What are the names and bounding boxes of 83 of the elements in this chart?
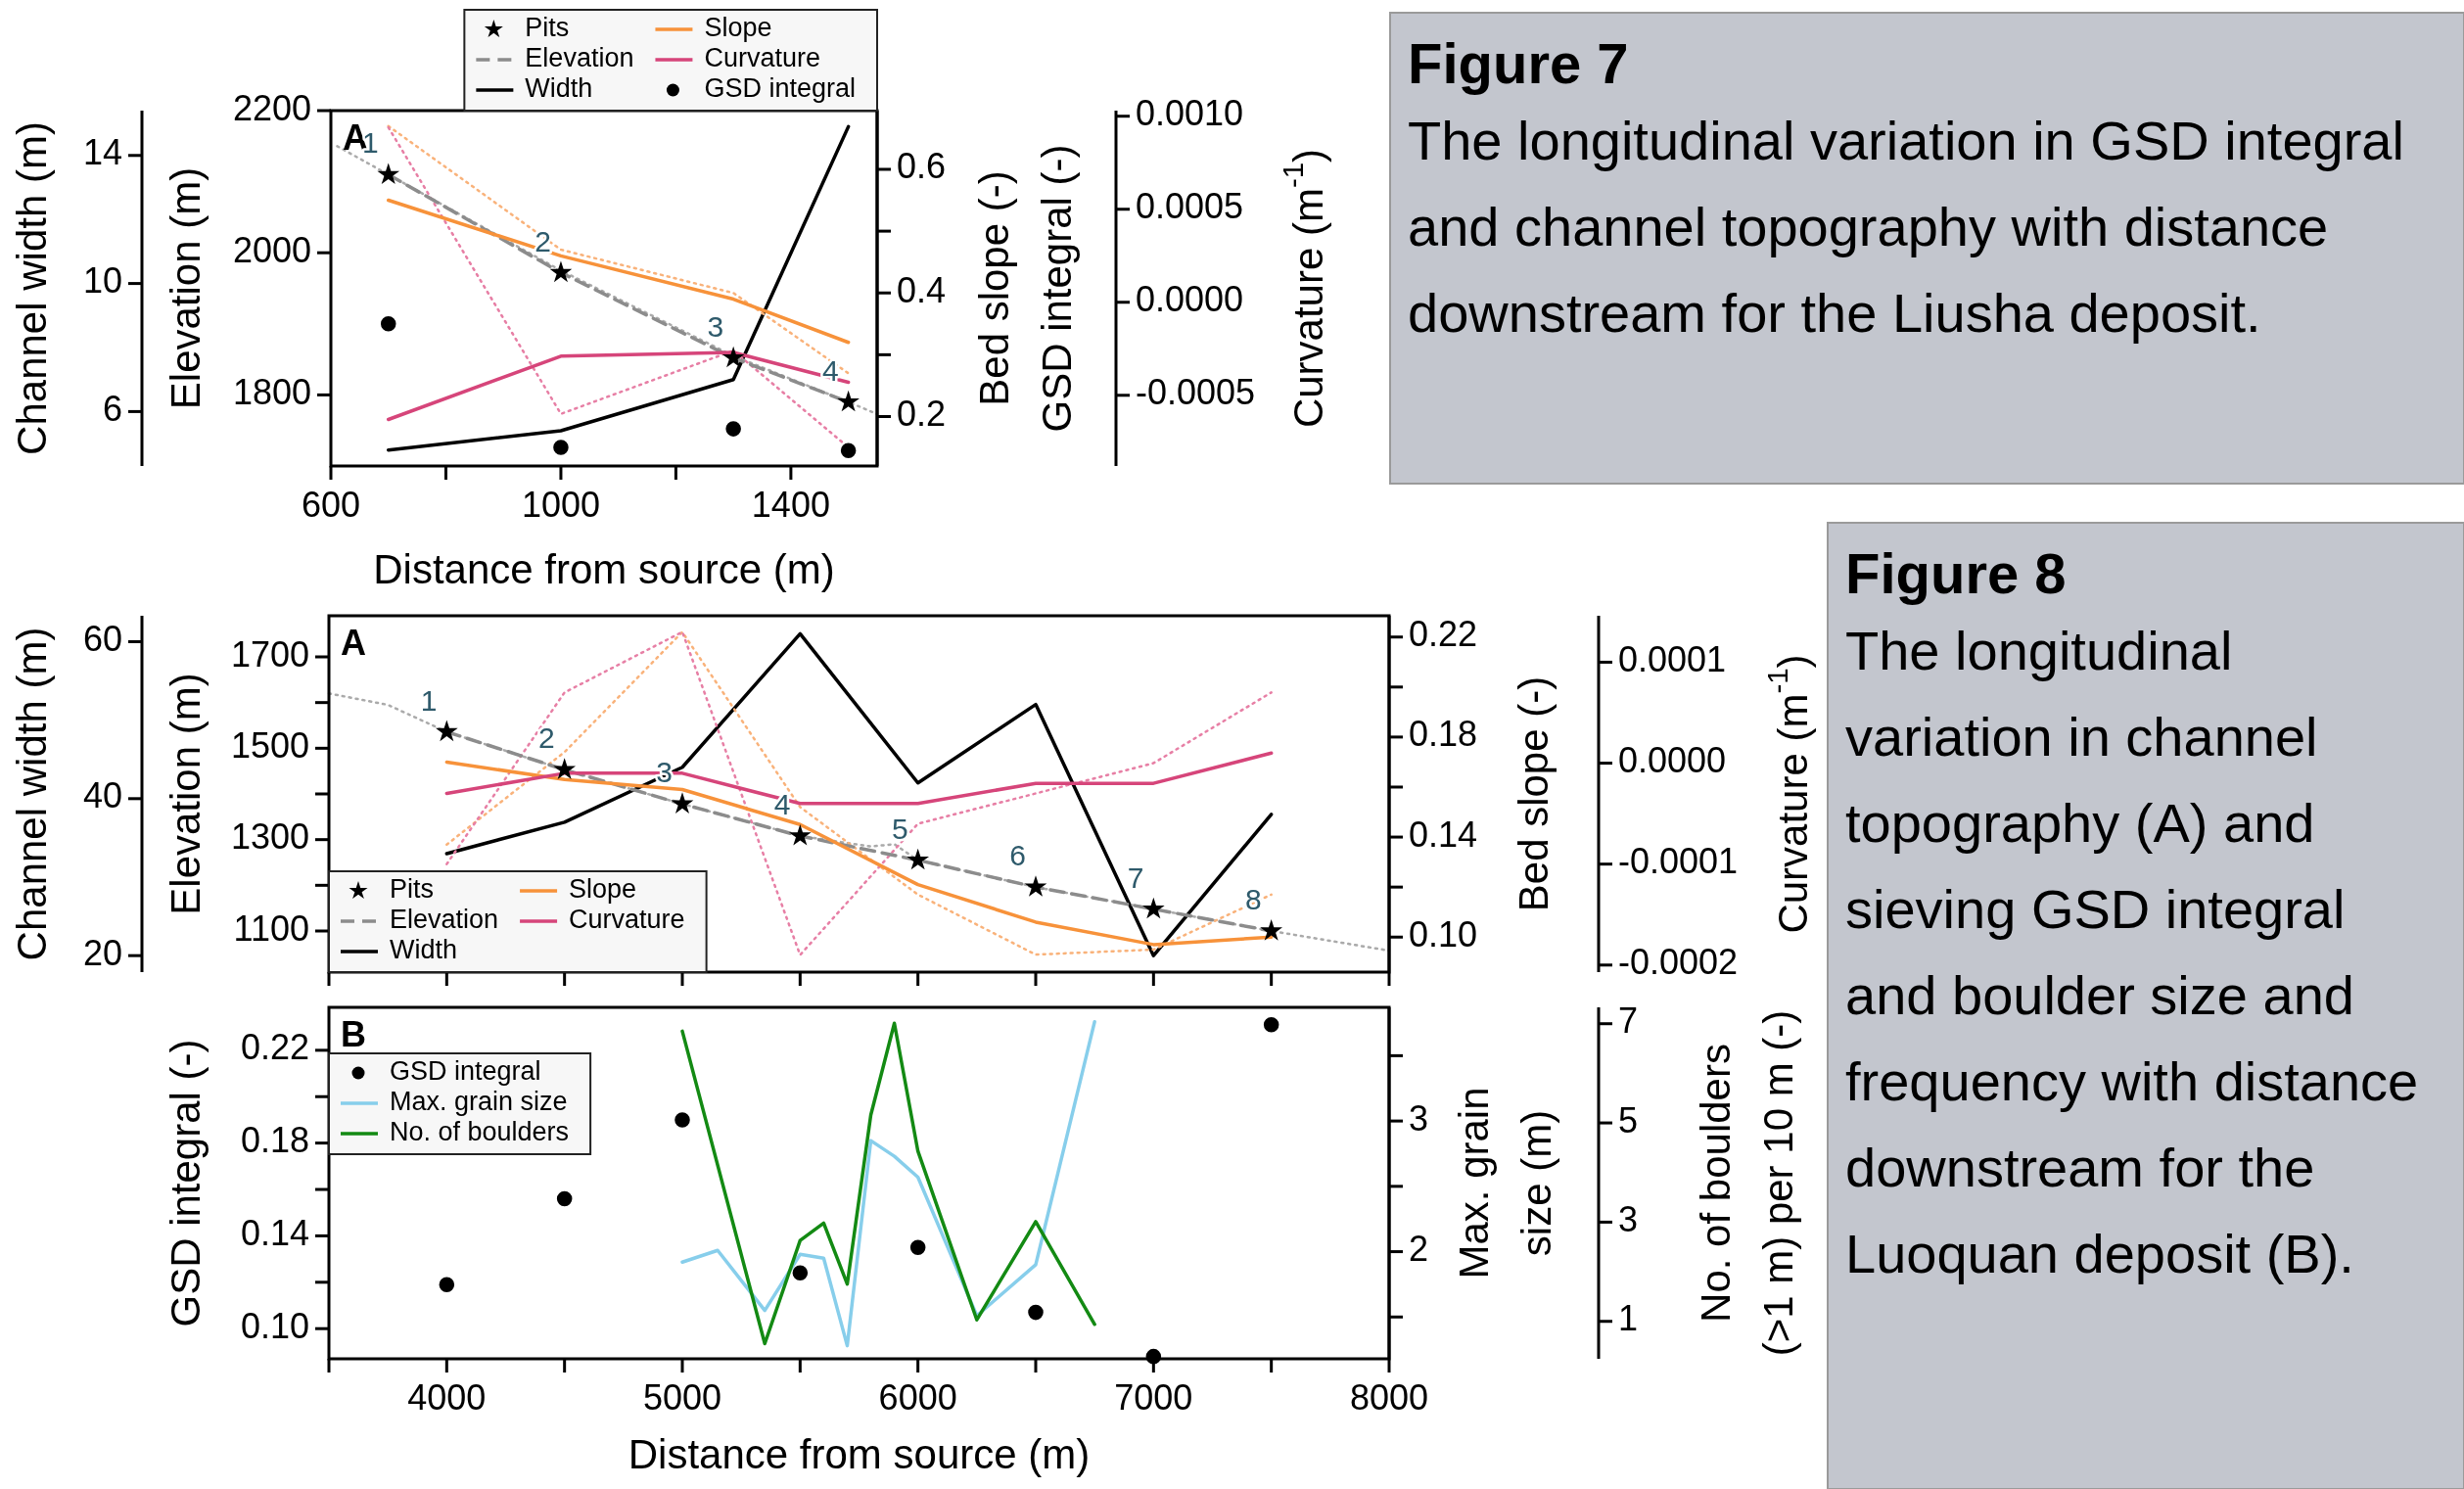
legend-label: Slope xyxy=(704,13,772,43)
legend-label: GSD integral xyxy=(390,1056,541,1087)
legend-label: Elevation xyxy=(525,43,634,73)
y3-tick-label: -0.0002 xyxy=(1618,942,1739,983)
y-tick-label: 0.22 xyxy=(240,1027,309,1068)
annotation: B xyxy=(341,1014,366,1054)
legend-label: Slope xyxy=(569,874,637,905)
y-tick-label: 1800 xyxy=(232,371,311,412)
x-tick-label: 600 xyxy=(301,485,361,525)
text: Figure 8 xyxy=(1845,541,2067,605)
y2-tick-label: 0.2 xyxy=(897,394,947,435)
y-tick-label: 40 xyxy=(82,775,122,816)
x-axis-title: Distance from source (m) xyxy=(628,1431,1091,1477)
y3-tick-label: 3 xyxy=(1618,1198,1639,1239)
y3-tick-label: 0.0000 xyxy=(1136,279,1244,320)
y2-axis-title: Bed slope (-) xyxy=(1511,675,1557,912)
legend-label: GSD integral xyxy=(704,73,857,104)
y3-tick-label: 7 xyxy=(1618,1000,1639,1042)
y3-tick-label: -0.0001 xyxy=(1618,841,1739,882)
y-tick-label: 1500 xyxy=(230,724,309,766)
annotation: 6 xyxy=(1009,839,1026,872)
y-axis-title: Channel width (m) xyxy=(9,627,56,961)
x-tick-label: 5000 xyxy=(642,1377,722,1418)
x-tick-label: 8000 xyxy=(1349,1377,1429,1418)
x-axis-title: Distance from source (m) xyxy=(373,546,835,592)
x-tick-label: 6000 xyxy=(878,1377,957,1418)
y3-axis-title: No. of boulders (>1 m) per 10 m (-) xyxy=(1693,1009,1802,1357)
y-tick-label: 2200 xyxy=(232,87,311,128)
annotation: 3 xyxy=(707,309,724,343)
y3-tick-label: -0.0005 xyxy=(1136,372,1256,413)
y-tick-label: 60 xyxy=(82,618,122,659)
y2-tick-label: 0.6 xyxy=(897,146,947,187)
legend-label: Max. grain size xyxy=(390,1087,568,1117)
y-axis-title: Elevation (m) xyxy=(163,673,209,915)
y-tick-label: 14 xyxy=(82,132,122,173)
y2-tick-label: 0.18 xyxy=(1409,714,1478,755)
y-axis-title: GSD integral (-) xyxy=(163,1039,209,1327)
legend-label: Curvature xyxy=(704,43,820,73)
y-tick-label: 1300 xyxy=(230,816,309,858)
y-tick-label: 6 xyxy=(102,388,122,429)
y2-tick-label: 0.10 xyxy=(1409,913,1478,954)
legend-label: Curvature xyxy=(569,905,685,935)
y2-tick-label: 3 xyxy=(1409,1097,1429,1139)
x-tick-label: 7000 xyxy=(1114,1377,1193,1418)
legend-label: Pits xyxy=(525,13,570,43)
legend-label: No. of boulders xyxy=(390,1117,570,1147)
text: The longitudinal variation in channel topography (A) and sieving GSD integral and boulder size and frequency with distance downstream for the Luoquan deposit (B). xyxy=(1845,620,2419,1284)
annotation: 2 xyxy=(537,721,555,755)
y3-tick-label: 5 xyxy=(1618,1099,1639,1140)
y-tick-label: 2000 xyxy=(232,229,311,270)
text: Width xyxy=(525,73,593,104)
y2-axis-title: Max. grain size (m) xyxy=(1451,1087,1560,1280)
y2-tick-label: 0.14 xyxy=(1409,814,1478,855)
y-axis-title: Channel width (m) xyxy=(9,121,56,455)
y3-tick-label: 0.0010 xyxy=(1136,93,1244,134)
text: Width xyxy=(390,935,458,965)
y-tick-label: 20 xyxy=(82,932,122,973)
y-tick-label: 0.18 xyxy=(240,1120,309,1161)
x-tick-label: 1400 xyxy=(751,485,830,525)
y-tick-label: 1700 xyxy=(230,633,309,675)
y-tick-label: 1100 xyxy=(233,907,309,949)
y-tick-label: 10 xyxy=(82,260,122,302)
y3-tick-label: 0.0001 xyxy=(1618,638,1727,679)
y2-tick-label: 0.4 xyxy=(897,269,947,310)
x-tick-label: 4000 xyxy=(407,1377,487,1418)
annotation: A xyxy=(341,623,366,663)
y2-axis-title: Bed slope (-) GSD integral (-) xyxy=(971,144,1081,433)
annotation: 7 xyxy=(1127,861,1144,894)
annotation: 1 xyxy=(420,683,438,717)
y3-tick-label: 0.0005 xyxy=(1136,186,1244,227)
legend-label: Pits xyxy=(390,874,435,905)
y-tick-label: 0.14 xyxy=(240,1212,309,1253)
legend-label: Elevation xyxy=(390,905,499,935)
text: The longitudinal variation in GSD integral and channel topography with distance downstream for the Liusha deposit. xyxy=(1408,110,2404,344)
text: Figure 7 xyxy=(1408,31,1629,95)
x-tick-label: 1000 xyxy=(521,485,600,525)
y2-tick-label: 0.22 xyxy=(1409,614,1478,655)
annotation: 5 xyxy=(891,812,908,845)
y-tick-label: 0.10 xyxy=(240,1305,309,1346)
y-axis-title: Elevation (m) xyxy=(163,166,209,410)
y2-tick-label: 2 xyxy=(1409,1229,1429,1270)
y3-tick-label: 0.0000 xyxy=(1618,740,1727,781)
y3-tick-label: 1 xyxy=(1618,1298,1639,1339)
